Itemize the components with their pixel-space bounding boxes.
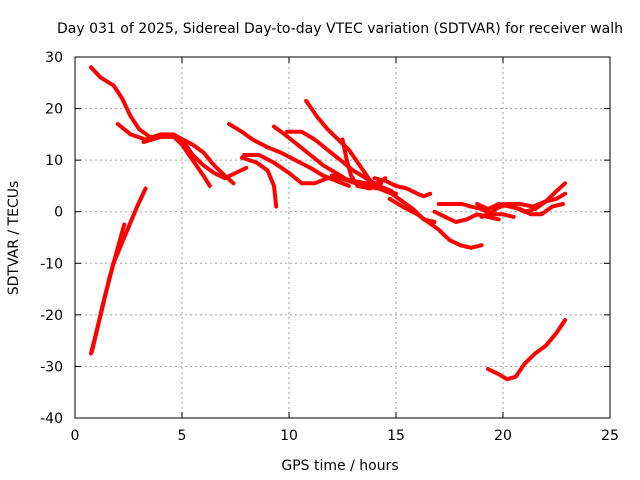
x-tick-label: 5 [178,428,187,444]
x-tick-label: 20 [494,428,512,444]
series-arc-20 [492,191,568,212]
y-tick-labels: -40 -30 -20 -10 0 10 20 30 [40,50,63,427]
x-tick-labels: 0 5 10 15 20 25 [71,428,619,444]
ticks [74,56,611,419]
series-arc-5 [141,134,236,186]
plot-area [74,56,611,419]
series-arc-1 [89,65,249,181]
y-tick-label: 0 [54,205,63,221]
x-axis-label: GPS time / hours [281,458,398,474]
series-arc-3 [90,186,148,353]
y-axis-label: SDTVAR / TECUs [6,181,22,296]
series-group [89,65,568,382]
series-arc-11 [304,98,373,183]
series-arc-16 [432,209,501,224]
y-tick-label: -40 [40,411,63,427]
x-tick-label: 0 [71,428,80,444]
y-tick-label: -10 [40,256,63,272]
y-tick-label: -30 [40,359,63,375]
x-tick-label: 25 [601,428,619,444]
series-arc-17 [436,202,516,219]
series-arc-21 [486,318,568,382]
chart-title: Day 031 of 2025, Sidereal Day-to-day VTE… [57,21,623,37]
grid [75,57,610,418]
y-tick-label: 30 [45,50,63,66]
series-arc-4 [115,122,212,188]
series-arc-15 [387,196,484,250]
x-tick-label: 15 [387,428,405,444]
y-tick-label: -20 [40,308,63,324]
series-arc-14 [372,176,433,199]
x-tick-label: 10 [280,428,298,444]
y-tick-label: 20 [45,102,63,118]
y-tick-label: 10 [45,153,63,169]
series-arc-7 [239,155,279,209]
